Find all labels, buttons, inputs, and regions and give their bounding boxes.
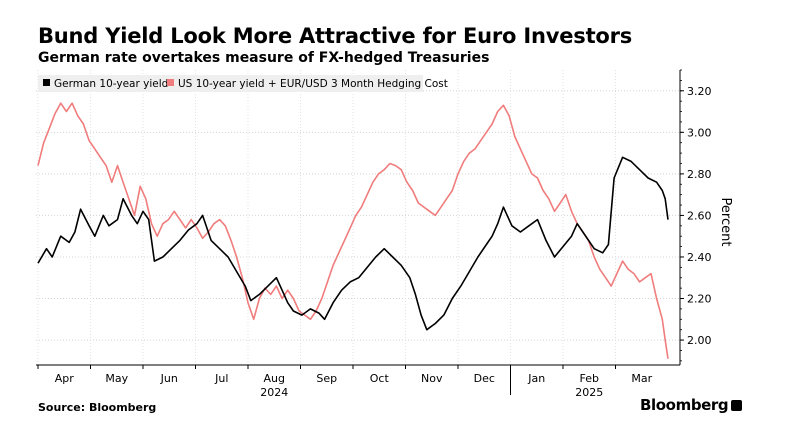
y-tick-label: 2.00	[687, 334, 712, 347]
y-tick-label: 3.00	[687, 126, 712, 139]
legend-swatch-german	[43, 79, 50, 86]
x-tick-label: Mar	[631, 372, 652, 385]
chart-subtitle: German rate overtakes measure of FX-hedg…	[38, 50, 490, 66]
y-tick-label: 2.40	[687, 251, 712, 264]
legend-swatch-us	[167, 79, 174, 86]
legend-label-us: US 10-year yield + EUR/USD 3 Month Hedgi…	[178, 78, 448, 90]
x-tick-label: Dec	[474, 372, 495, 385]
bloomberg-logo: Bloomberg	[640, 396, 743, 414]
legend-background	[38, 75, 423, 92]
x-tick-label: May	[105, 372, 128, 385]
brand-text: Bloomberg	[640, 396, 729, 414]
gridlines	[36, 70, 680, 365]
x-tick-label: Apr	[55, 372, 75, 385]
x-year-label: 2025	[575, 386, 603, 399]
x-tick-label: Jan	[527, 372, 545, 385]
axes: 2.00 2.20 2.40 2.60 2.80 3.00 3.20 Apr May Jun Jul…	[36, 69, 712, 399]
x-year-label: 2024	[260, 386, 288, 399]
source-note: Source: Bloomberg	[38, 401, 157, 414]
y-tick-label: 3.20	[687, 85, 712, 98]
series-lines	[37, 102, 669, 359]
y-tick-label: 2.80	[687, 168, 712, 181]
y-tick-label: 2.20	[687, 293, 712, 306]
legend-label-german: German 10-year yield	[54, 78, 168, 90]
x-tick-label: Jun	[160, 372, 178, 385]
x-tick-label: Oct	[370, 372, 390, 385]
x-tick-label: Aug	[264, 372, 285, 385]
x-tick-label: Nov	[421, 372, 443, 385]
x-tick-label: Sep	[316, 372, 337, 385]
x-tick-label: Feb	[580, 372, 599, 385]
y-axis-label: Percent	[718, 198, 733, 247]
series-line-german	[37, 156, 669, 331]
x-tick-label: Jul	[214, 372, 228, 385]
legend: German 10-year yield US 10-year yield + …	[38, 75, 448, 92]
bloomberg-mark-icon	[731, 400, 743, 411]
chart-title: Bund Yield Look More Attractive for Euro…	[38, 24, 633, 48]
series-line-us	[37, 102, 669, 359]
y-tick-label: 2.60	[687, 209, 712, 222]
